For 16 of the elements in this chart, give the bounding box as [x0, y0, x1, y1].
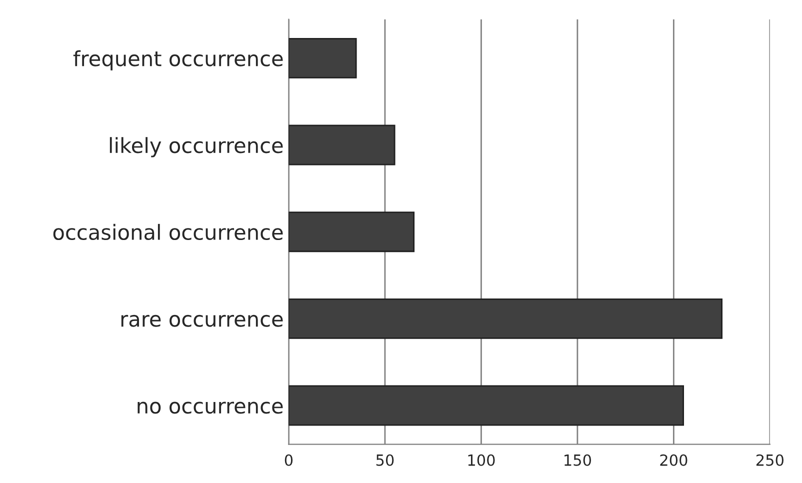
y-tick-label: likely occurrence: [110, 137, 283, 158]
bar: [288, 212, 415, 252]
y-tick-label: occasional occurrence: [53, 224, 283, 240]
x-tick-label: 150: [564, 454, 592, 466]
x-tick-label: 50: [376, 454, 394, 466]
x-tick-label: 0: [284, 454, 293, 466]
bar: [288, 124, 396, 166]
y-tick-label: rare occurrence: [121, 314, 283, 327]
y-tick-label: no occurrence: [138, 402, 283, 414]
x-tick-label: 100: [468, 454, 495, 466]
bar: [288, 385, 684, 426]
bar: [288, 298, 722, 339]
x-tick-label: 200: [660, 454, 688, 466]
bar: [288, 38, 357, 78]
y-tick-label: frequent occurrence: [73, 50, 283, 70]
x-tick-label: 250: [756, 454, 784, 466]
